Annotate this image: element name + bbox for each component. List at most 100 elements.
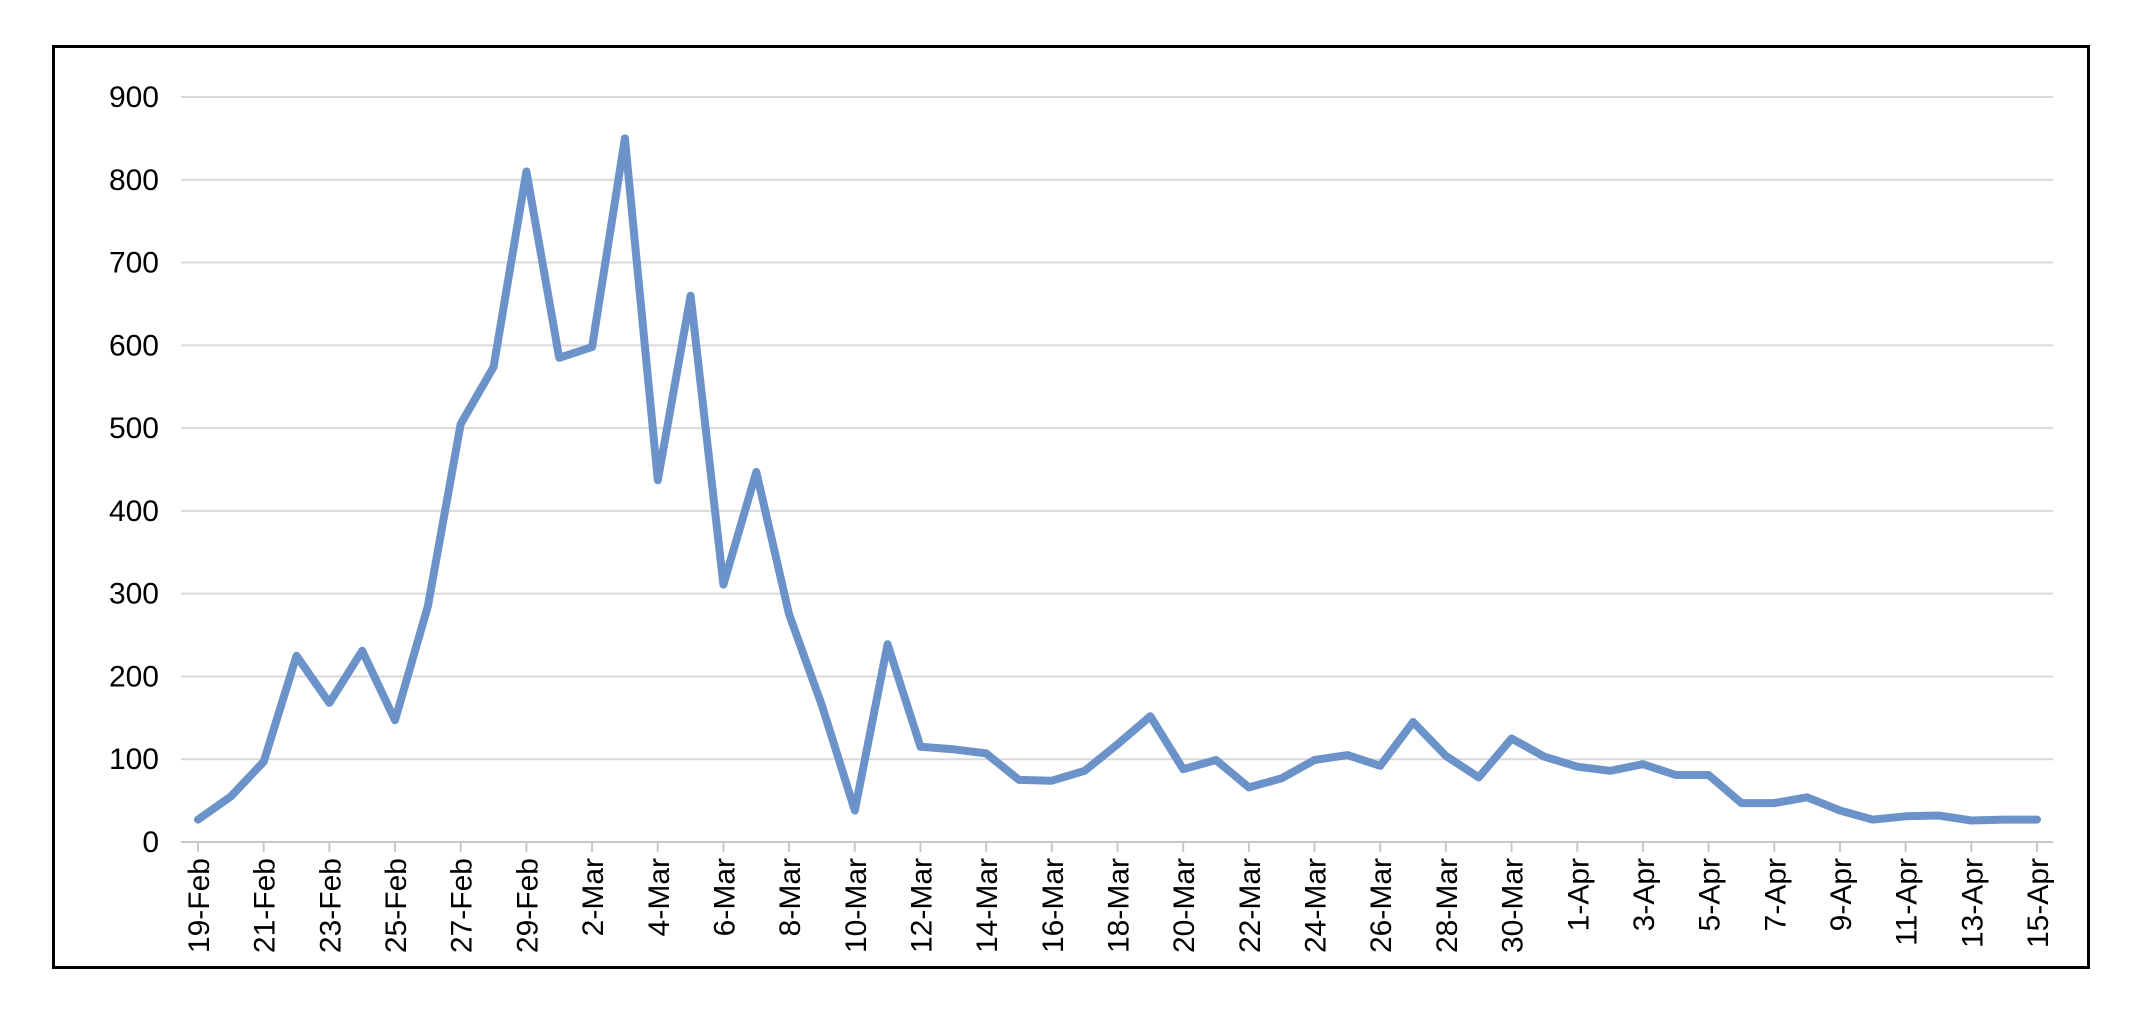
- x-tick-label: 19-Feb: [183, 858, 216, 953]
- data-point: [1573, 763, 1581, 771]
- x-tick-label: 2-Mar: [577, 858, 610, 936]
- data-point: [1770, 799, 1778, 807]
- x-tick-label: 13-Apr: [1956, 858, 1989, 948]
- data-point: [1278, 774, 1286, 782]
- data-point: [260, 758, 268, 766]
- data-point: [1639, 760, 1647, 768]
- y-tick-label: 400: [109, 495, 159, 528]
- x-tick-label: 16-Mar: [1037, 858, 1070, 953]
- data-point: [1869, 816, 1877, 824]
- data-point: [1114, 740, 1122, 748]
- x-tick-label: 9-Apr: [1825, 858, 1858, 931]
- data-point: [1540, 753, 1548, 761]
- y-tick-label: 500: [109, 412, 159, 445]
- data-point: [522, 168, 530, 176]
- data-point: [588, 343, 596, 351]
- data-point: [949, 745, 957, 753]
- data-point: [1967, 817, 1975, 825]
- y-tick-label: 600: [109, 329, 159, 362]
- data-point: [293, 652, 301, 660]
- data-point: [621, 134, 629, 142]
- gridlines: [181, 96, 2053, 761]
- x-tick-label: 21-Feb: [249, 858, 282, 953]
- x-axis-ticks: 19-Feb 21-Feb 23-Feb 25-Feb 27-Feb 29-Feb 2-Ma…: [183, 858, 2055, 953]
- x-tick-label: 7-Apr: [1759, 858, 1792, 931]
- data-point: [2000, 816, 2008, 824]
- data-point: [884, 640, 892, 648]
- data-point: [1606, 767, 1614, 775]
- x-tick-label: 28-Mar: [1431, 858, 1464, 953]
- x-tick-label: 12-Mar: [905, 858, 938, 953]
- x-tick-label: 10-Mar: [840, 858, 873, 953]
- x-tick-label: 3-Apr: [1628, 858, 1661, 931]
- data-point: [654, 476, 662, 484]
- data-point: [1836, 807, 1844, 815]
- data-point: [2033, 816, 2041, 824]
- x-tick-label: 25-Feb: [380, 858, 413, 953]
- x-tick-label: 20-Mar: [1168, 858, 1201, 953]
- x-tick-label: 27-Feb: [446, 858, 479, 953]
- data-point: [1475, 773, 1483, 781]
- x-tick-label: 22-Mar: [1234, 858, 1267, 953]
- y-tick-label: 100: [109, 743, 159, 776]
- data-point: [1179, 765, 1187, 773]
- data-point: [358, 647, 366, 655]
- data-point: [1705, 771, 1713, 779]
- data-point: [1737, 799, 1745, 807]
- y-tick-label: 300: [109, 578, 159, 611]
- data-point: [1935, 812, 1943, 820]
- data-point: [1409, 718, 1417, 726]
- y-tick-label: 0: [142, 826, 159, 859]
- x-tick-label: 1-Apr: [1562, 858, 1595, 931]
- data-point: [785, 610, 793, 618]
- x-tick-label: 26-Mar: [1365, 858, 1398, 953]
- x-tick-label: 14-Mar: [971, 858, 1004, 953]
- series-line: [194, 134, 2041, 825]
- line-chart: 0 100 200 300 400 500 600 700 800 900 19-Feb 21-Fe…: [109, 81, 2055, 953]
- data-point: [325, 699, 333, 707]
- y-tick-label: 900: [109, 81, 159, 114]
- data-point: [457, 420, 465, 428]
- y-tick-label: 200: [109, 660, 159, 693]
- y-tick-label: 700: [109, 247, 159, 280]
- data-point: [1803, 793, 1811, 801]
- data-point: [490, 363, 498, 371]
- x-tick-label: 6-Mar: [708, 858, 741, 936]
- x-tick-label: 30-Mar: [1497, 858, 1530, 953]
- data-point: [1311, 756, 1319, 764]
- x-tick-label: 29-Feb: [511, 858, 544, 953]
- data-point: [1245, 783, 1253, 791]
- x-tick-label: 8-Mar: [774, 858, 807, 936]
- y-axis-ticks: 0 100 200 300 400 500 600 700 800 900: [109, 81, 159, 859]
- data-point: [1442, 752, 1450, 760]
- series-layer: [194, 134, 2041, 825]
- x-tick-label: 11-Apr: [1891, 858, 1924, 946]
- data-point: [1672, 771, 1680, 779]
- data-point: [1212, 756, 1220, 764]
- x-tick-label: 4-Mar: [643, 858, 676, 936]
- data-point: [1343, 751, 1351, 759]
- x-tick-label: 5-Apr: [1694, 858, 1727, 931]
- data-point: [687, 292, 695, 300]
- data-point: [1508, 735, 1516, 743]
- x-axis: [181, 841, 2053, 852]
- x-tick-label: 15-Apr: [2022, 858, 2055, 948]
- data-point: [391, 716, 399, 724]
- x-tick-label: 23-Feb: [314, 858, 347, 953]
- data-point: [227, 793, 235, 801]
- data-point: [851, 807, 859, 815]
- data-point: [424, 602, 432, 610]
- data-point: [752, 468, 760, 476]
- data-point: [194, 816, 202, 824]
- data-point: [1081, 767, 1089, 775]
- data-point: [917, 743, 925, 751]
- data-point: [1015, 776, 1023, 784]
- data-point: [555, 354, 563, 362]
- y-tick-label: 800: [109, 164, 159, 197]
- chart-frame: 0 100 200 300 400 500 600 700 800 900 19-Feb 21-Fe…: [52, 45, 2090, 969]
- data-point: [1902, 812, 1910, 820]
- data-point: [1146, 712, 1154, 720]
- data-point: [818, 701, 826, 709]
- data-point: [719, 581, 727, 589]
- data-point: [982, 749, 990, 757]
